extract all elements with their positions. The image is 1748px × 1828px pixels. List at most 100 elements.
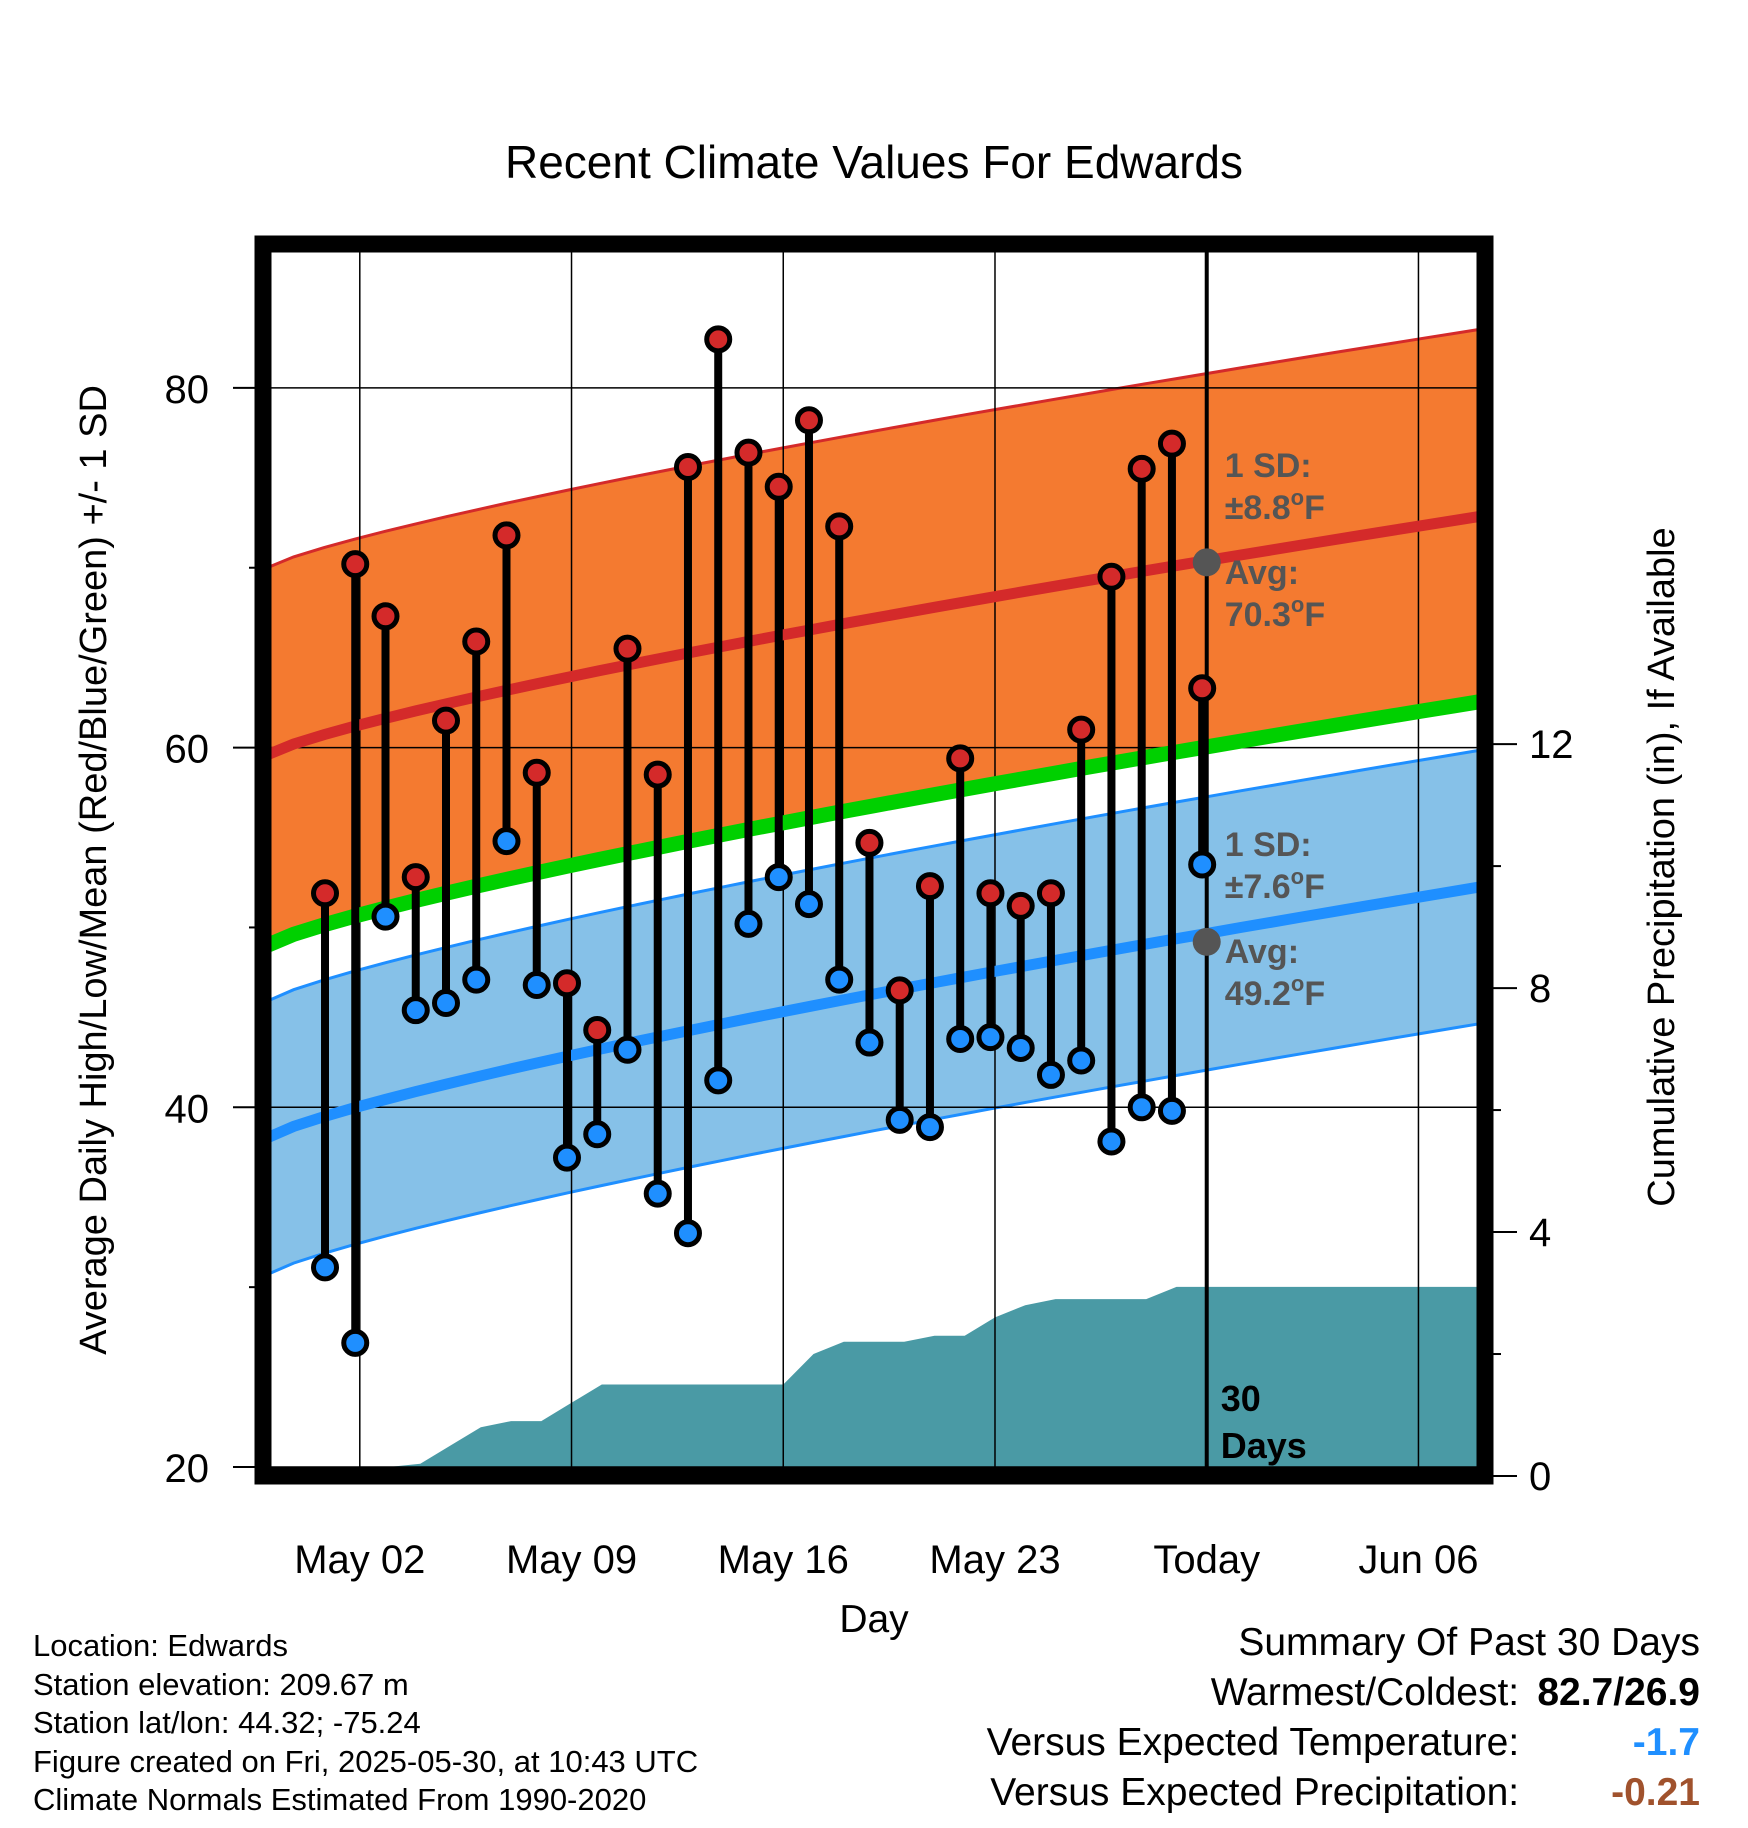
- high-sd-band: [263, 328, 1485, 944]
- summary-warmest-row: Warmest/Coldest: 82.7/26.9: [987, 1668, 1700, 1718]
- daily-high-point: [311, 879, 340, 908]
- daily-high-point: [764, 472, 793, 501]
- x-tick-label: May 02: [294, 1538, 425, 1582]
- daily-low-point: [794, 890, 823, 919]
- high-sd-annotation-line1: 1 SD:: [1225, 447, 1312, 485]
- info-elevation: Station elevation: 209.67 m: [33, 1666, 409, 1702]
- daily-low-point: [643, 1179, 672, 1208]
- window-days-number: 30: [1221, 1378, 1261, 1419]
- daily-low-point: [401, 996, 430, 1025]
- precip-area: [263, 1286, 1485, 1476]
- high-sd-annotation-line2: ±8.8oF: [1225, 485, 1325, 527]
- daily-high-point: [401, 863, 430, 892]
- summary-title: Summary Of Past 30 Days: [1238, 1621, 1700, 1664]
- daily-low-point: [1067, 1046, 1096, 1075]
- daily-low-point: [885, 1105, 914, 1134]
- daily-low-point: [946, 1024, 975, 1053]
- daily-low-point: [583, 1120, 612, 1149]
- info-location: Location: Edwards: [33, 1628, 289, 1663]
- daily-high-point: [946, 744, 975, 773]
- daily-low-point: [492, 827, 521, 856]
- daily-high-point: [1127, 454, 1156, 483]
- daily-low-point: [1097, 1127, 1126, 1156]
- summary-panel: Summary Of Past 30 Days Warmest/Coldest:…: [987, 1618, 1700, 1818]
- y-tick-label: 80: [165, 368, 210, 412]
- x-tick-label: May 09: [506, 1538, 637, 1582]
- summary-temp-row: Versus Expected Temperature: -1.7: [987, 1718, 1700, 1768]
- y2-tick-label: 0: [1529, 1455, 1551, 1499]
- x-tick-label: Jun 06: [1358, 1538, 1478, 1582]
- daily-low-point: [1036, 1060, 1065, 1089]
- summary-warmest-value: 82.7/26.9: [1537, 1671, 1700, 1714]
- low-avg-annotation-line2: 49.2oF: [1225, 971, 1325, 1013]
- x-tick-label: May 23: [929, 1538, 1060, 1582]
- high-sd-upper-edge: [262, 327, 1486, 571]
- daily-high-point: [341, 550, 370, 579]
- y2-tick-label: 12: [1529, 723, 1574, 767]
- daily-low-point: [1188, 850, 1217, 879]
- daily-high-point: [522, 758, 551, 787]
- normal-low-line: [260, 880, 1486, 1145]
- daily-high-point: [1036, 879, 1065, 908]
- x-tick-label: Today: [1153, 1538, 1260, 1582]
- daily-low-point: [915, 1113, 944, 1142]
- daily-high-point: [1157, 429, 1186, 458]
- daily-low-point: [462, 965, 491, 994]
- daily-low-point: [976, 1023, 1005, 1052]
- daily-high-point: [673, 453, 702, 482]
- daily-low-point: [1006, 1033, 1035, 1062]
- today-low-avg-marker: [1192, 927, 1221, 956]
- y2-tick-label: 4: [1529, 1211, 1551, 1255]
- normal-mean-line: [260, 693, 1487, 955]
- summary-precip-row: Versus Expected Precipitation: -0.21: [987, 1768, 1700, 1818]
- daily-high-point: [462, 627, 491, 656]
- summary-precip-label: Versus Expected Precipitation:: [990, 1771, 1520, 1814]
- y-tick-label: 20: [165, 1447, 210, 1491]
- daily-high-point: [431, 706, 460, 735]
- daily-high-point: [552, 969, 581, 998]
- daily-low-point: [341, 1328, 370, 1357]
- daily-high-point: [704, 325, 733, 354]
- daily-high-point: [855, 828, 884, 857]
- daily-low-point: [522, 970, 551, 999]
- daily-low-point: [371, 902, 400, 931]
- daily-low-point: [552, 1143, 581, 1172]
- chart-title: Recent Climate Values For Edwards: [505, 136, 1243, 188]
- y2-tick-label: 8: [1529, 967, 1551, 1011]
- low-sd-upper-edge: [262, 747, 1486, 1005]
- daily-low-point: [825, 965, 854, 994]
- summary-temp-label: Versus Expected Temperature:: [986, 1721, 1520, 1764]
- y2-axis-label: Cumulative Precipitation (in), If Availa…: [1641, 527, 1683, 1206]
- daily-high-point: [825, 512, 854, 541]
- summary-temp-value: -1.7: [1632, 1721, 1700, 1764]
- daily-low-point: [764, 863, 793, 892]
- daily-high-point: [492, 521, 521, 550]
- daily-low-point: [431, 988, 460, 1017]
- window-days-label: Days: [1221, 1425, 1307, 1466]
- low-sd-annotation-line1: 1 SD:: [1225, 826, 1312, 864]
- daily-high-point: [794, 406, 823, 435]
- daily-high-point: [583, 1015, 612, 1044]
- high-avg-annotation-line2: 70.3oF: [1225, 592, 1325, 634]
- daily-high-point: [734, 438, 763, 467]
- daily-high-point: [613, 634, 642, 663]
- daily-low-point: [855, 1028, 884, 1057]
- summary-warmest-label: Warmest/Coldest:: [1210, 1671, 1520, 1714]
- daily-high-point: [976, 879, 1005, 908]
- daily-high-point: [1188, 674, 1217, 703]
- low-avg-annotation-line1: Avg:: [1225, 933, 1299, 971]
- low-sd-lower-edge: [262, 1021, 1486, 1278]
- daily-high-point: [915, 872, 944, 901]
- info-latlon: Station lat/lon: 44.32; -75.24: [33, 1705, 421, 1740]
- daily-high-point: [643, 760, 672, 789]
- daily-low-point: [1127, 1093, 1156, 1122]
- daily-low-point: [311, 1253, 340, 1282]
- daily-low-point: [704, 1066, 733, 1095]
- x-tick-label: May 16: [718, 1538, 849, 1582]
- daily-high-point: [1067, 715, 1096, 744]
- info-normals: Climate Normals Estimated From 1990-2020: [33, 1782, 647, 1817]
- y-tick-label: 40: [165, 1087, 210, 1131]
- daily-low-point: [673, 1219, 702, 1248]
